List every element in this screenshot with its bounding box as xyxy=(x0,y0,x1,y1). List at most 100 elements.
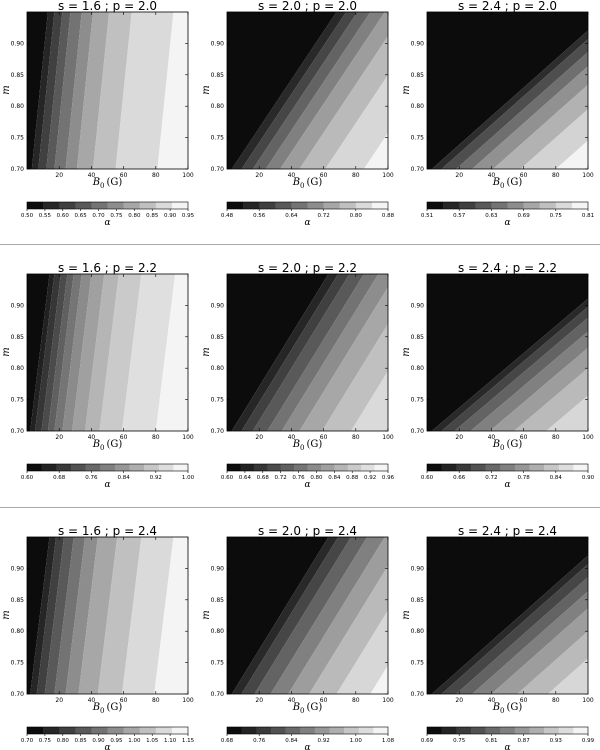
y-tick-label: 0.90 xyxy=(411,40,425,47)
y-tick-label: 0.70 xyxy=(411,166,425,173)
colorbar-segment xyxy=(500,727,516,734)
colorbar-segment xyxy=(307,464,322,471)
contour-band xyxy=(65,537,98,694)
x-axis-label: B0 (G) xyxy=(92,702,123,715)
y-axis-label: m xyxy=(1,347,12,356)
y-tick-label: 0.70 xyxy=(11,691,25,698)
colorbar-segment xyxy=(100,464,116,471)
contour-band xyxy=(241,12,358,169)
colorbar-segment xyxy=(491,202,508,209)
y-axis-label: m xyxy=(1,85,12,94)
colorbar-tick-label: 0.95 xyxy=(110,738,123,744)
contour-band xyxy=(36,537,64,694)
colorbar-tick-label: 0.80 xyxy=(350,213,363,219)
x-tick-label: 40 xyxy=(88,172,96,179)
plot-frame xyxy=(226,273,389,432)
y-axis-label: m xyxy=(201,347,212,356)
colorbar-tick-label: 0.92 xyxy=(317,738,329,744)
colorbar-segment xyxy=(347,464,362,471)
colorbar-segment xyxy=(280,464,295,471)
y-tick-label: 0.90 xyxy=(11,40,25,47)
x-tick-label: 80 xyxy=(152,697,160,704)
contour-band xyxy=(280,12,388,169)
x-tick-label: 60 xyxy=(120,172,128,179)
colorbar-tick-label: 0.93 xyxy=(550,738,563,744)
x-tick-label: 60 xyxy=(520,172,528,179)
colorbar-tick-label: 1.10 xyxy=(164,738,177,744)
colorbar-tick-label: 0.75 xyxy=(550,213,563,219)
contour-panel-2: s = 2.0 ; p = 2.0 20 40 60 80 100 0.70 0.75 0.80… xyxy=(201,0,395,228)
colorbar-segment xyxy=(443,202,460,209)
colorbar-segment xyxy=(114,464,130,471)
colorbar-tick-label: 0.80 xyxy=(57,738,70,744)
colorbar-segment xyxy=(43,202,60,209)
colorbar-tick-label: 0.57 xyxy=(453,213,466,219)
contour-band xyxy=(456,51,588,169)
colorbar-segment xyxy=(171,727,189,734)
panel-title: s = 2.0 ; p = 2.4 xyxy=(258,524,357,538)
y-tick-label: 0.70 xyxy=(11,428,25,435)
y-tick-label: 0.85 xyxy=(411,334,425,341)
colorbar-segment xyxy=(427,464,442,471)
colorbar-segment xyxy=(427,727,442,734)
y-tick-label: 0.75 xyxy=(11,135,25,142)
y-tick-label: 0.70 xyxy=(411,428,425,435)
contour-band xyxy=(35,274,61,431)
x-tick-label: 60 xyxy=(320,697,328,704)
contour-band xyxy=(252,12,371,169)
contour-band xyxy=(584,428,588,431)
contour-band xyxy=(31,12,55,169)
colorbar-label: α xyxy=(504,480,510,490)
colorbar-tick-label: 1.08 xyxy=(382,738,395,744)
contour-band xyxy=(93,12,132,169)
contour-band xyxy=(252,274,364,431)
colorbar-tick-label: 1.00 xyxy=(350,738,363,744)
colorbar-segment xyxy=(294,464,308,471)
y-axis-label: m xyxy=(401,610,412,619)
panel-title: s = 2.4 ; p = 2.4 xyxy=(458,524,557,538)
colorbar-segment xyxy=(75,202,92,209)
colorbar-tick-label: 0.75 xyxy=(110,213,123,219)
colorbar-segment xyxy=(227,202,244,209)
colorbar-segment xyxy=(373,727,389,734)
contour-band xyxy=(489,347,588,431)
contour-band xyxy=(427,12,588,169)
colorbar-segment xyxy=(320,464,335,471)
colorbar-segment xyxy=(485,464,501,471)
x-tick-label: 100 xyxy=(182,697,194,704)
y-tick-label: 0.75 xyxy=(11,660,25,667)
contour-band xyxy=(336,610,388,694)
colorbar-label: α xyxy=(304,218,310,228)
colorbar-tick-label: 0.76 xyxy=(292,475,305,481)
x-axis-label: B0 (G) xyxy=(292,177,323,190)
contour-band xyxy=(472,66,588,169)
colorbar-segment xyxy=(75,727,92,734)
contour-band xyxy=(72,274,105,431)
panel-title: s = 1.6 ; p = 2.0 xyxy=(58,0,157,13)
colorbar-segment xyxy=(41,464,57,471)
colorbar-tick-label: 1.00 xyxy=(182,475,195,481)
colorbar-frame xyxy=(426,201,589,210)
colorbar-tick-label: 0.90 xyxy=(582,475,595,481)
colorbar-tick-label: 0.92 xyxy=(364,475,376,481)
colorbar-tick-label: 0.72 xyxy=(317,213,329,219)
colorbar-tick-label: 0.87 xyxy=(517,738,530,744)
x-axis-label: B0 (G) xyxy=(492,177,523,190)
colorbar-tick-label: 0.88 xyxy=(382,213,395,219)
colorbar-segment xyxy=(43,727,60,734)
y-tick-label: 0.75 xyxy=(211,397,225,404)
x-tick-label: 100 xyxy=(382,434,394,441)
contour-band xyxy=(157,12,188,169)
y-axis-label: m xyxy=(401,85,412,94)
contour-band xyxy=(546,395,588,431)
contour-band xyxy=(309,565,388,694)
contour-band xyxy=(370,665,388,694)
x-tick-label: 40 xyxy=(288,697,296,704)
colorbar-segment xyxy=(475,202,492,209)
contour-band xyxy=(241,537,351,694)
x-tick-label: 100 xyxy=(582,172,594,179)
colorbar-segment xyxy=(329,727,345,734)
contour-band xyxy=(41,274,68,431)
panel-title: s = 2.4 ; p = 2.2 xyxy=(458,261,557,275)
